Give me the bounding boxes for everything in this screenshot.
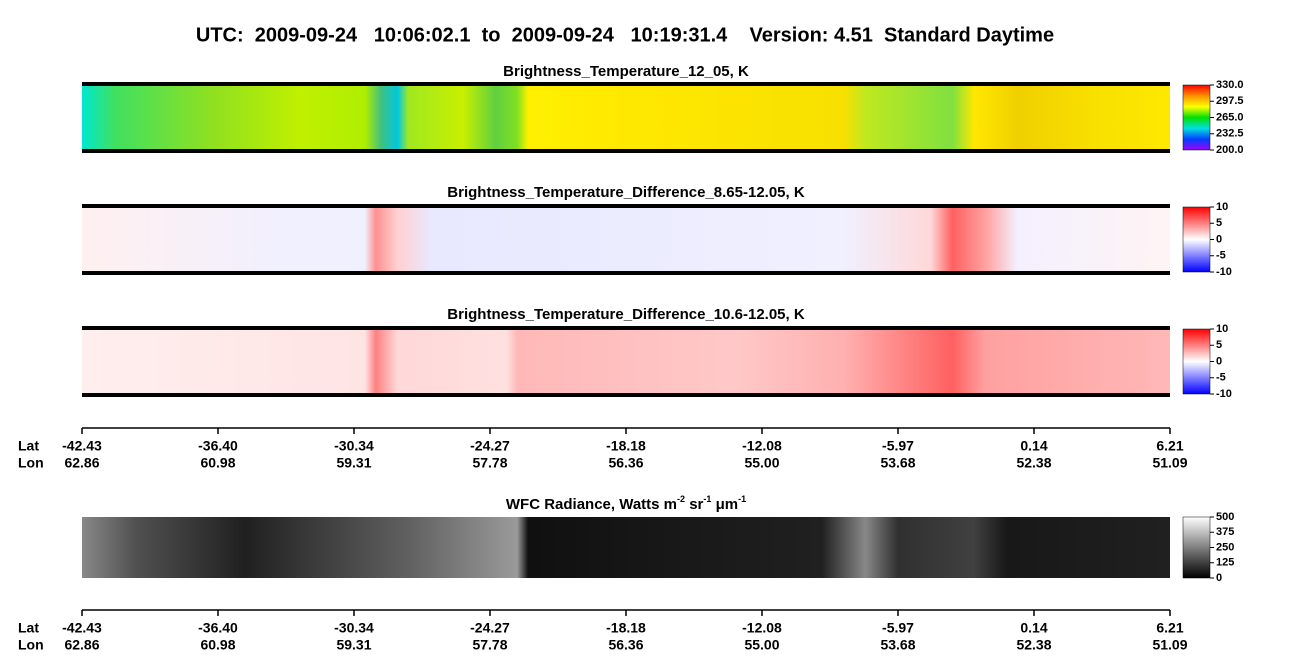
swath-edge [82, 204, 1170, 208]
lon-label: 52.38 [1016, 455, 1051, 471]
lat-label: 6.21 [1156, 620, 1183, 636]
swath-edge [82, 82, 1170, 86]
lon-label: 51.09 [1152, 637, 1187, 653]
title-part: -1 [703, 494, 711, 504]
lat-label: -5.97 [882, 620, 914, 636]
lon-label: 60.98 [200, 637, 235, 653]
title-part: μm [711, 496, 738, 513]
lon-label: 56.36 [608, 637, 643, 653]
title-part: WFC Radiance, Watts m [506, 496, 677, 513]
lon-label: 62.86 [64, 455, 99, 471]
lat-label: 0.14 [1020, 438, 1047, 454]
colorbar-tick-label: 125 [1216, 557, 1234, 569]
colorbar-tick-label: 0 [1216, 355, 1222, 367]
swath-edge [82, 149, 1170, 153]
lon-label: 53.68 [880, 455, 915, 471]
swath-edge [82, 271, 1170, 275]
lon-label: 51.09 [1152, 455, 1187, 471]
lon-label: 60.98 [200, 455, 235, 471]
row-label: Lat [18, 620, 39, 636]
lon-label: 55.00 [744, 637, 779, 653]
lon-label: 55.00 [744, 455, 779, 471]
title-part: -1 [738, 494, 746, 504]
lat-label: -36.40 [198, 620, 238, 636]
lat-label: -30.34 [334, 438, 374, 454]
lat-label: -5.97 [882, 438, 914, 454]
colorbar-tick-label: 297.5 [1216, 95, 1244, 107]
lat-label: -18.18 [606, 620, 646, 636]
colorbar-tick-label: 0 [1216, 572, 1222, 584]
colorbar-tick-label: 375 [1216, 526, 1234, 538]
lon-label: 53.68 [880, 637, 915, 653]
colorbar-tick-label: 10 [1216, 201, 1228, 213]
lat-label: -24.27 [470, 438, 510, 454]
lat-label: -36.40 [198, 438, 238, 454]
lat-label: 6.21 [1156, 438, 1183, 454]
lon-label: 57.78 [472, 637, 507, 653]
image-swath [82, 85, 1170, 150]
colorbar-tick-label: 500 [1216, 511, 1234, 523]
colorbar-tick-label: 5 [1216, 217, 1222, 229]
lat-label: -42.43 [62, 438, 102, 454]
lon-label: 59.31 [336, 637, 371, 653]
lon-label: 59.31 [336, 455, 371, 471]
image-swath [82, 329, 1170, 394]
lat-label: -42.43 [62, 620, 102, 636]
lat-label: -24.27 [470, 620, 510, 636]
colorbar-tick-label: -10 [1216, 388, 1232, 400]
colorbar [1182, 516, 1211, 579]
colorbar-tick-label: 232.5 [1216, 128, 1244, 140]
colorbar-tick-label: 265.0 [1216, 111, 1244, 123]
page-title: UTC: 2009-09-24 10:06:02.1 to 2009-09-24… [196, 24, 1054, 46]
panel-title: Brightness_Temperature_12_05, K [503, 63, 749, 80]
title-part: -2 [677, 494, 685, 504]
colorbar-tick-label: 200.0 [1216, 144, 1244, 156]
image-swath [82, 517, 1170, 578]
lon-label: 57.78 [472, 455, 507, 471]
colorbar-tick-label: 10 [1216, 323, 1228, 335]
lon-label: 56.36 [608, 455, 643, 471]
title-part: sr [685, 496, 704, 513]
swath-edge [82, 326, 1170, 330]
lat-label: -18.18 [606, 438, 646, 454]
row-label: Lon [18, 455, 44, 471]
panel-title: WFC Radiance, Watts m-2 sr-1 μm-1 [506, 494, 746, 513]
colorbar-tick-label: 5 [1216, 339, 1222, 351]
row-label: Lat [18, 438, 39, 454]
lat-label: -30.34 [334, 620, 374, 636]
row-label: Lon [18, 637, 44, 653]
colorbar-tick-label: 330.0 [1216, 79, 1244, 91]
colorbar [1182, 206, 1211, 273]
panel-title: Brightness_Temperature_Difference_8.65-1… [447, 184, 805, 201]
colorbar-tick-label: -5 [1216, 372, 1226, 384]
colorbar-tick-label: 250 [1216, 541, 1234, 553]
panel-title: Brightness_Temperature_Difference_10.6-1… [447, 306, 805, 323]
lat-label: 0.14 [1020, 620, 1047, 636]
lon-label: 52.38 [1016, 637, 1051, 653]
image-swath [82, 207, 1170, 272]
colorbar-tick-label: -10 [1216, 266, 1232, 278]
lat-label: -12.08 [742, 438, 782, 454]
lon-label: 62.86 [64, 637, 99, 653]
lat-label: -12.08 [742, 620, 782, 636]
colorbar [1182, 328, 1211, 395]
colorbar-tick-label: -5 [1216, 250, 1226, 262]
colorbar [1182, 84, 1211, 151]
colorbar-tick-label: 0 [1216, 233, 1222, 245]
swath-edge [82, 393, 1170, 397]
